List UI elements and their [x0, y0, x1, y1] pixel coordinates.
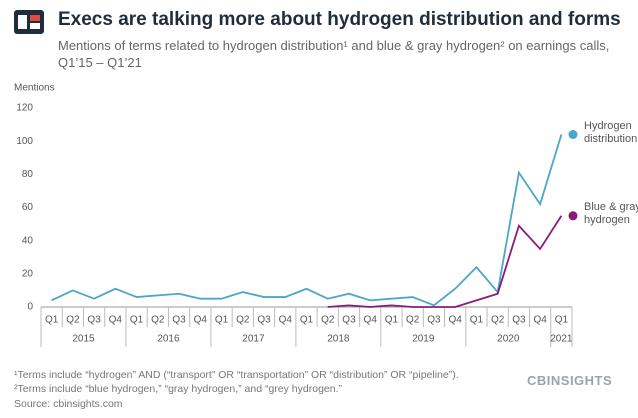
y-axis-label: Mentions	[14, 83, 55, 94]
year-label: 2019	[412, 334, 435, 345]
x-tick-label: Q1	[215, 315, 229, 326]
year-label: 2017	[242, 334, 265, 345]
x-tick-label: Q4	[533, 315, 547, 326]
y-tick-label: 0	[27, 302, 33, 313]
year-label: 2020	[497, 334, 520, 345]
x-tick-label: Q3	[427, 315, 441, 326]
y-tick-label: 40	[22, 235, 34, 246]
x-tick-label: Q1	[45, 315, 59, 326]
y-tick-label: 60	[22, 202, 34, 213]
x-tick-label: Q3	[257, 315, 271, 326]
y-tick-label: 80	[22, 169, 34, 180]
x-tick-label: Q4	[449, 315, 463, 326]
subtitle: Mentions of terms related to hydrogen di…	[58, 38, 610, 70]
x-tick-label: Q4	[364, 315, 378, 326]
logo: CBINSIGHTS	[527, 373, 613, 388]
line	[51, 134, 563, 307]
legend-marker	[568, 130, 578, 140]
x-tick-label: Q1	[300, 315, 314, 326]
footnote: ²Terms include “blue hydrogen,” “gray hy…	[14, 383, 342, 395]
year-label: 2021	[550, 334, 573, 345]
y-tick-label: 100	[16, 136, 33, 147]
x-tick-label: Q2	[321, 315, 335, 326]
x-tick-label: Q1	[130, 315, 144, 326]
legend-label: Blue & gray hydrogen	[584, 200, 638, 226]
x-tick-label: Q3	[512, 315, 526, 326]
line	[327, 215, 563, 308]
x-tick-label: Q2	[491, 315, 505, 326]
year-label: 2018	[327, 334, 350, 345]
year-label: 2016	[157, 334, 180, 345]
x-tick-label: Q3	[172, 315, 186, 326]
footnote: ¹Terms include “hydrogen” AND (“transpor…	[14, 369, 459, 381]
x-tick-label: Q2	[66, 315, 80, 326]
x-tick-label: Q2	[406, 315, 420, 326]
legend-label: Hydrogen distribution	[584, 119, 638, 145]
source: Source: cbinsights.com	[14, 398, 123, 410]
x-tick-label: Q4	[279, 315, 293, 326]
x-tick-label: Q3	[87, 315, 101, 326]
x-tick-label: Q1	[470, 315, 484, 326]
y-tick-label: 120	[16, 103, 33, 114]
year-label: 2015	[72, 334, 95, 345]
x-tick-label: Q4	[109, 315, 123, 326]
logo-icon	[14, 10, 44, 34]
x-tick-label: Q2	[151, 315, 165, 326]
x-tick-label: Q4	[194, 315, 208, 326]
x-tick-label: Q1	[385, 315, 399, 326]
x-tick-label: Q1	[555, 315, 569, 326]
x-tick-label: Q2	[236, 315, 250, 326]
legend-marker	[568, 211, 578, 221]
y-tick-label: 20	[22, 268, 34, 279]
x-tick-label: Q3	[342, 315, 356, 326]
title: Execs are talking more about hydrogen di…	[58, 9, 621, 30]
